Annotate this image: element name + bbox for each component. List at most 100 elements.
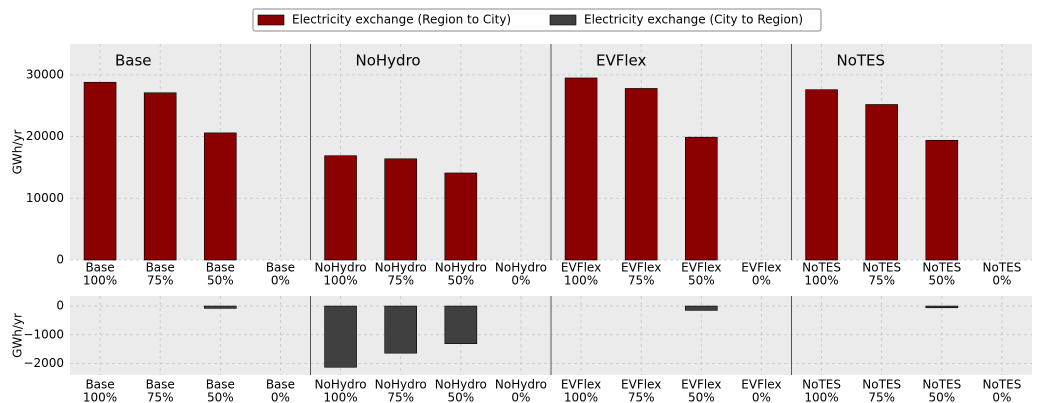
x-tick-label: EVFlex — [681, 261, 721, 275]
bar — [925, 305, 959, 309]
x-tick-label: 75% — [868, 274, 895, 288]
x-tick-label: 50% — [928, 391, 955, 403]
x-tick-label: NoTES — [862, 261, 901, 275]
x-tick-label: EVFlex — [561, 261, 601, 275]
x-tick-label: 75% — [147, 391, 174, 403]
y-axis-label: GWh/yr — [11, 130, 25, 175]
bar — [925, 139, 959, 261]
x-tick-label: Base — [85, 261, 114, 275]
group-label: Base — [115, 52, 152, 70]
bar — [204, 132, 237, 261]
x-tick-label: Base — [146, 261, 175, 275]
x-tick-label: 0% — [752, 391, 771, 403]
x-tick-label: EVFlex — [681, 378, 721, 392]
x-tick-label: 100% — [564, 391, 598, 403]
y-axis-label: GWh/yr — [11, 313, 25, 358]
legend-box — [252, 8, 822, 32]
x-tick-label: EVFlex — [741, 261, 781, 275]
bar — [384, 158, 417, 261]
x-tick-label: Base — [85, 378, 114, 392]
y-tick-label: 10000 — [26, 191, 64, 205]
x-tick-label: Base — [266, 261, 295, 275]
x-tick-label: 75% — [628, 274, 655, 288]
x-tick-label: 0% — [992, 274, 1011, 288]
y-tick-label: −1000 — [23, 327, 64, 341]
x-tick-label: 50% — [688, 391, 715, 403]
group-label: EVFlex — [596, 52, 646, 70]
bar — [564, 77, 598, 261]
x-tick-label: 75% — [387, 391, 414, 403]
y-tick-label: 0 — [56, 299, 64, 313]
x-tick-label: NoTES — [922, 261, 961, 275]
bar — [444, 305, 478, 344]
x-tick-label: 75% — [387, 274, 414, 288]
group-label: NoTES — [837, 52, 886, 70]
x-tick-label: NoTES — [983, 261, 1022, 275]
x-tick-label: 100% — [804, 391, 838, 403]
x-tick-label: NoHydro — [375, 261, 427, 275]
x-tick-label: 0% — [752, 274, 771, 288]
x-tick-label: NoHydro — [315, 378, 367, 392]
x-tick-label: 75% — [628, 391, 655, 403]
x-tick-label: 100% — [83, 274, 117, 288]
x-tick-label: 50% — [207, 274, 234, 288]
x-tick-label: NoTES — [802, 378, 841, 392]
x-tick-label: EVFlex — [621, 378, 661, 392]
bar — [444, 172, 478, 261]
x-tick-label: 0% — [511, 274, 530, 288]
legend-label: Electricity exchange (City to Region) — [584, 13, 803, 27]
legend-swatch — [257, 14, 285, 26]
x-tick-label: NoTES — [862, 378, 901, 392]
x-tick-label: NoTES — [802, 261, 841, 275]
x-tick-label: Base — [206, 378, 235, 392]
bar — [83, 81, 117, 261]
x-tick-label: NoTES — [983, 378, 1022, 392]
bar — [204, 305, 237, 309]
x-tick-label: 0% — [511, 391, 530, 403]
x-tick-label: NoHydro — [495, 261, 547, 275]
y-tick-label: 30000 — [26, 67, 64, 81]
x-tick-label: EVFlex — [621, 261, 661, 275]
bar — [324, 155, 357, 261]
x-tick-label: EVFlex — [561, 378, 601, 392]
x-tick-label: Base — [266, 378, 295, 392]
x-tick-label: 100% — [323, 274, 357, 288]
x-tick-label: 0% — [271, 274, 290, 288]
x-tick-label: NoTES — [922, 378, 961, 392]
x-tick-label: 0% — [271, 391, 290, 403]
bar — [624, 88, 658, 261]
bar — [685, 305, 718, 311]
legend-swatch — [549, 14, 577, 26]
group-label: NoHydro — [356, 52, 421, 70]
x-tick-label: 75% — [868, 391, 895, 403]
x-tick-label: NoHydro — [375, 378, 427, 392]
x-tick-label: NoHydro — [435, 378, 487, 392]
x-tick-label: NoHydro — [495, 378, 547, 392]
x-tick-label: 100% — [564, 274, 598, 288]
x-tick-label: 50% — [447, 391, 474, 403]
x-tick-label: NoHydro — [315, 261, 367, 275]
bar — [805, 89, 838, 261]
x-tick-label: NoHydro — [435, 261, 487, 275]
x-tick-label: 50% — [688, 274, 715, 288]
x-tick-label: 50% — [447, 274, 474, 288]
bar — [384, 305, 417, 354]
x-tick-label: 100% — [83, 391, 117, 403]
x-tick-label: 100% — [804, 274, 838, 288]
bar — [324, 305, 357, 368]
x-tick-label: 0% — [992, 391, 1011, 403]
bar — [865, 104, 898, 261]
x-tick-label: 75% — [147, 274, 174, 288]
x-tick-label: Base — [206, 261, 235, 275]
x-tick-label: EVFlex — [741, 378, 781, 392]
x-tick-label: 50% — [207, 391, 234, 403]
y-tick-label: 20000 — [26, 129, 64, 143]
x-tick-label: 50% — [928, 274, 955, 288]
x-tick-label: 100% — [323, 391, 357, 403]
y-tick-label: −2000 — [23, 356, 64, 370]
legend-label: Electricity exchange (Region to City) — [292, 13, 511, 27]
bar — [143, 92, 177, 261]
y-tick-label: 0 — [56, 253, 64, 267]
